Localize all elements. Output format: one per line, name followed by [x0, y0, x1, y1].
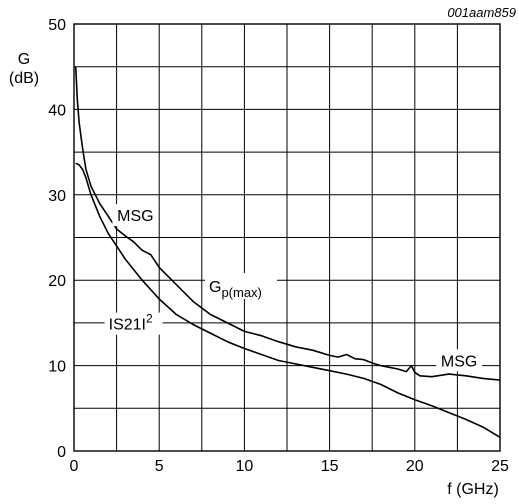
series-line-msg: [74, 66, 501, 381]
annotation-msg-lower: MSG: [436, 349, 483, 372]
x-tick-label: 0: [70, 458, 79, 475]
x-tick-label: 5: [155, 458, 164, 475]
annotation-s21-sup: 2: [146, 312, 153, 326]
annotation-msg-lower-text: MSG: [441, 353, 477, 370]
y-tick-label: 30: [48, 188, 66, 205]
series-lines: [74, 66, 501, 438]
annotation-gp-max-text: Gp(max): [209, 279, 262, 300]
x-tick-label: 10: [236, 458, 254, 475]
annotation-s21: IS21I2: [104, 312, 163, 335]
plot-frame: [73, 23, 501, 452]
x-tick-label: 25: [491, 458, 509, 475]
y-tick-label: 20: [48, 273, 66, 290]
annotation-gp-sub: p(max): [221, 285, 261, 300]
y-axis-symbol: G: [18, 51, 30, 68]
annotation-gp-max: Gp(max): [204, 273, 277, 300]
y-tick-label: 50: [48, 17, 66, 34]
tick-labels: 0 5 10 15 20 25 0 10 20 30 40 50: [48, 17, 509, 475]
annotation-gp-main: G: [209, 279, 221, 296]
x-tick-label: 20: [406, 458, 424, 475]
annotation-msg-upper-text: MSG: [117, 208, 153, 225]
x-axis-label: f (GHz): [447, 481, 499, 498]
figure-code: 001aam859: [447, 5, 516, 20]
y-tick-label: 10: [48, 359, 66, 376]
annotation-msg-upper: MSG: [112, 204, 159, 227]
annotations: MSG Gp(max) IS21I2 MSG: [104, 204, 483, 372]
y-tick-label: 40: [48, 102, 66, 119]
annotation-s21-text: IS21I2: [109, 312, 153, 334]
y-axis-unit: (dB): [9, 70, 39, 87]
y-tick-label: 0: [57, 444, 66, 461]
x-tick-label: 15: [321, 458, 339, 475]
annotation-s21-main: IS21I: [109, 317, 146, 334]
grid: [74, 24, 500, 451]
series-line-s21: [75, 162, 501, 438]
